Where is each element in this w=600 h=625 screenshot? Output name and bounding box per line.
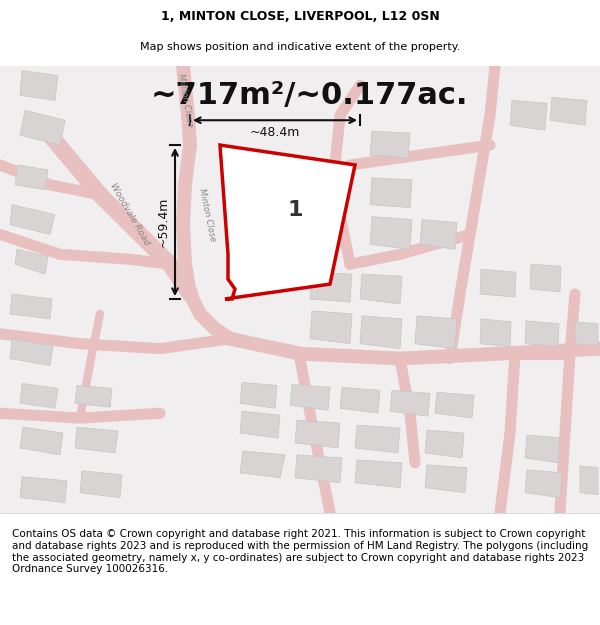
Polygon shape	[525, 470, 562, 498]
Polygon shape	[355, 460, 402, 488]
Text: 1: 1	[287, 199, 303, 219]
Polygon shape	[20, 427, 63, 455]
Polygon shape	[550, 98, 587, 125]
Polygon shape	[580, 466, 598, 494]
Polygon shape	[20, 71, 58, 101]
Polygon shape	[10, 339, 53, 366]
Polygon shape	[220, 145, 355, 299]
Polygon shape	[370, 217, 412, 249]
Polygon shape	[575, 322, 598, 346]
Text: ~48.4m: ~48.4m	[250, 126, 300, 139]
Polygon shape	[240, 411, 280, 438]
Polygon shape	[295, 455, 342, 482]
Polygon shape	[420, 219, 457, 249]
Polygon shape	[20, 477, 67, 502]
Text: Minton Close: Minton Close	[197, 188, 217, 242]
Polygon shape	[525, 435, 560, 463]
Polygon shape	[240, 451, 285, 478]
Polygon shape	[435, 392, 474, 418]
Polygon shape	[80, 471, 122, 498]
Polygon shape	[310, 311, 352, 344]
Polygon shape	[370, 178, 412, 208]
Polygon shape	[75, 386, 112, 408]
Text: Contains OS data © Crown copyright and database right 2021. This information is : Contains OS data © Crown copyright and d…	[12, 529, 588, 574]
Text: Woodvale Road: Woodvale Road	[109, 182, 151, 248]
Text: ~59.4m: ~59.4m	[157, 197, 170, 248]
Polygon shape	[15, 249, 48, 274]
Polygon shape	[390, 391, 430, 416]
Polygon shape	[480, 319, 511, 347]
Text: ~717m²/~0.177ac.: ~717m²/~0.177ac.	[151, 81, 469, 110]
Polygon shape	[20, 383, 58, 408]
Polygon shape	[510, 101, 547, 130]
Polygon shape	[290, 384, 330, 410]
Text: Map shows position and indicative extent of the property.: Map shows position and indicative extent…	[140, 42, 460, 52]
Polygon shape	[240, 382, 277, 408]
Polygon shape	[530, 264, 561, 292]
Text: Minton Close: Minton Close	[176, 73, 194, 127]
Text: 1, MINTON CLOSE, LIVERPOOL, L12 0SN: 1, MINTON CLOSE, LIVERPOOL, L12 0SN	[161, 10, 439, 23]
Polygon shape	[10, 204, 55, 234]
Polygon shape	[425, 465, 467, 492]
Polygon shape	[480, 269, 516, 297]
Polygon shape	[370, 131, 410, 158]
Polygon shape	[340, 388, 380, 413]
Polygon shape	[75, 427, 118, 453]
Polygon shape	[10, 294, 52, 319]
Polygon shape	[355, 425, 400, 453]
Polygon shape	[525, 321, 559, 347]
Polygon shape	[360, 274, 402, 304]
Polygon shape	[415, 316, 457, 349]
Polygon shape	[15, 165, 48, 190]
Polygon shape	[425, 430, 464, 458]
Polygon shape	[310, 272, 352, 302]
Polygon shape	[295, 420, 340, 448]
Polygon shape	[20, 110, 65, 145]
Polygon shape	[360, 316, 402, 349]
